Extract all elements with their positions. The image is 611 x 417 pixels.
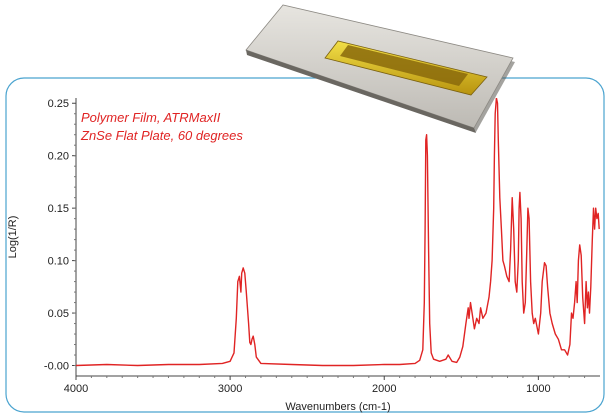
y-axis-title: Log(1/R) (7, 216, 19, 259)
y-tick-label: 0.10 (48, 256, 69, 268)
annotation-line-1: Polymer Film, ATRMaxII (81, 110, 221, 125)
y-axis-ticks: -0.00 0.05 0.10 0.15 0.20 0.25 (44, 98, 76, 373)
x-tick-label: 3000 (218, 383, 242, 395)
atr-accessory-plate-image (245, 4, 515, 133)
x-tick-label: 2000 (372, 383, 396, 395)
y-tick-label: 0.25 (48, 98, 69, 110)
annotation-line-2: ZnSe Flat Plate, 60 degrees (80, 128, 243, 143)
y-tick-label: -0.00 (44, 361, 69, 373)
plot-area: -0.00 0.05 0.10 0.15 0.20 0.25 4000 3000 2000 10… (44, 98, 600, 395)
y-tick-label: 0.15 (48, 203, 69, 215)
x-tick-label: 1000 (526, 383, 550, 395)
x-axis-title: Wavenumbers (cm-1) (285, 401, 390, 413)
spectrum-series-line (76, 98, 600, 367)
y-tick-label: 0.20 (48, 151, 69, 163)
y-tick-label: 0.05 (48, 308, 69, 320)
x-axis-ticks: 4000 3000 2000 1000 (64, 376, 586, 395)
x-tick-label: 4000 (64, 383, 88, 395)
chart-frame-border (5, 77, 605, 413)
